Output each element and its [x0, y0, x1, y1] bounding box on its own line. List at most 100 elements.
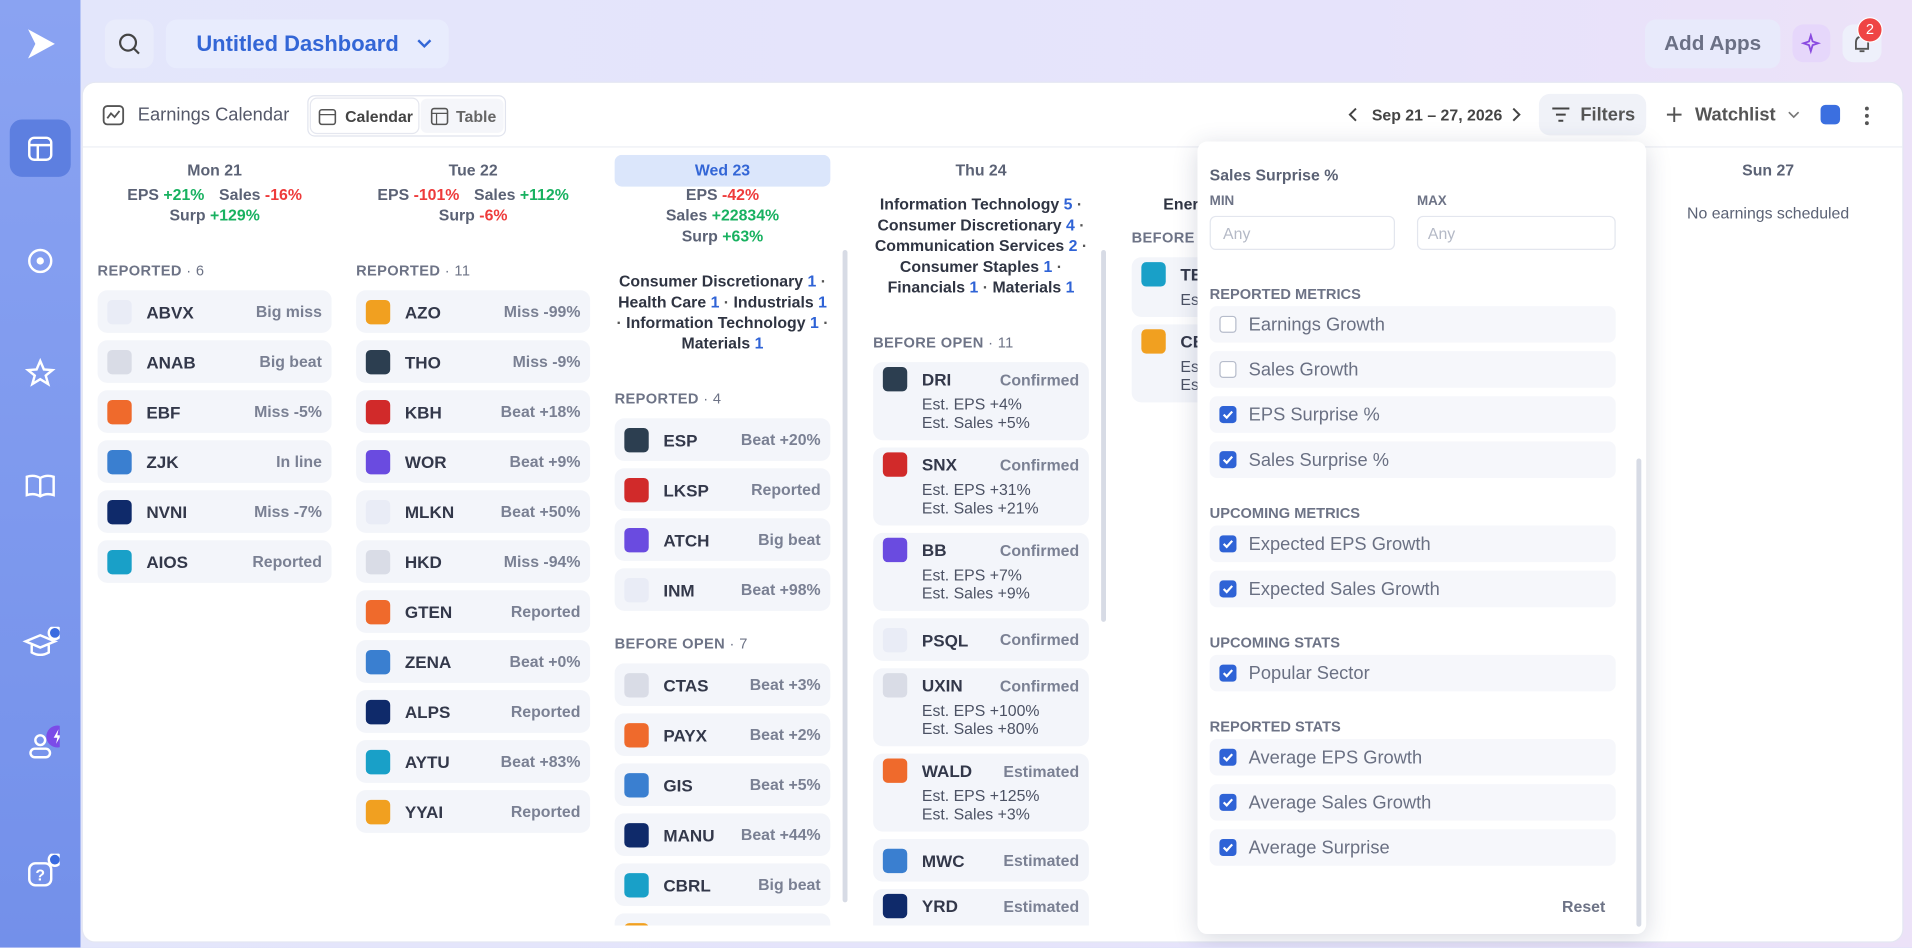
- nav-dashboard[interactable]: [21, 129, 60, 168]
- filter-option[interactable]: Popular Sector: [1209, 654, 1616, 692]
- estimate: Est. EPS +31%: [921, 480, 1031, 499]
- filter-option[interactable]: Average EPS Growth: [1209, 738, 1616, 776]
- earnings-item[interactable]: HKD Miss -94%: [356, 540, 591, 583]
- nav-discover[interactable]: [21, 241, 60, 280]
- checkbox[interactable]: [1219, 793, 1237, 811]
- ticker: MANU: [663, 824, 715, 845]
- earnings-item[interactable]: MANU Beat +44%: [614, 813, 831, 857]
- checkbox[interactable]: [1219, 580, 1237, 598]
- earnings-item[interactable]: ESP Beat +20%: [614, 418, 831, 461]
- earnings-item[interactable]: GIS Beat +5%: [614, 763, 831, 807]
- earnings-item[interactable]: ABVX Big miss: [97, 290, 332, 333]
- earnings-item[interactable]: WALD Estimated Est. EPS +125% Est. Sales +3…: [873, 753, 1089, 832]
- checkbox[interactable]: [1219, 535, 1237, 553]
- filter-option[interactable]: Average Surprise: [1209, 829, 1616, 866]
- item-row: YRD Estimated: [882, 893, 1079, 919]
- color-swatch[interactable]: [1820, 104, 1841, 125]
- sector: Industrials 1: [719, 293, 827, 311]
- filter-option[interactable]: Sales Surprise %: [1209, 441, 1616, 479]
- min-input[interactable]: Any: [1209, 215, 1395, 250]
- status: In line: [276, 452, 322, 471]
- company-logo: [107, 549, 132, 574]
- watchlist-button[interactable]: Watchlist: [1666, 94, 1803, 135]
- earnings-item[interactable]: PAYX Beat +2%: [614, 713, 831, 757]
- earnings-item[interactable]: DRI Confirmed Est. EPS +4% Est. Sales +5%: [873, 362, 1089, 441]
- status: Beat +83%: [500, 752, 581, 771]
- filter-option[interactable]: Sales Growth: [1209, 351, 1616, 388]
- earnings-item[interactable]: ANAB Big beat: [97, 340, 332, 383]
- earnings-item[interactable]: INM Beat +98%: [614, 568, 831, 611]
- earnings-item[interactable]: SNX Confirmed Est. EPS +31% Est. Sales +21%: [873, 447, 1089, 526]
- filter-option[interactable]: EPS Surprise %: [1209, 396, 1616, 433]
- earnings-item[interactable]: GTEN Reported: [356, 590, 591, 633]
- earnings-item[interactable]: YYAI Reported: [356, 790, 591, 833]
- nav-learn[interactable]: [21, 466, 60, 505]
- ai-button[interactable]: [1792, 24, 1831, 63]
- more-menu[interactable]: [1862, 105, 1872, 127]
- ticker: PAYX: [663, 724, 708, 745]
- earnings-item[interactable]: YRD Estimated Est. EPS -34%: [873, 888, 1089, 926]
- filter-option[interactable]: Average Sales Growth: [1209, 784, 1616, 821]
- earnings-item[interactable]: KBH Beat +18%: [356, 390, 591, 433]
- tab-table[interactable]: Table: [420, 98, 504, 133]
- filter-option[interactable]: Expected Sales Growth: [1209, 570, 1616, 608]
- checkbox[interactable]: [1219, 315, 1237, 333]
- earnings-item[interactable]: UXIN Confirmed Est. EPS +100% Est. Sales +8…: [873, 668, 1089, 747]
- earnings-item[interactable]: ALPS Reported: [356, 690, 591, 733]
- earnings-item[interactable]: ZENA Beat +0%: [356, 640, 591, 683]
- earnings-item[interactable]: CBRL Big beat: [614, 863, 831, 907]
- earnings-item[interactable]: EBF Miss -5%: [97, 390, 332, 433]
- reset-button[interactable]: Reset: [1562, 897, 1606, 916]
- chevron: [1788, 111, 1800, 119]
- section-header: BEFORE OPEN11: [873, 334, 1089, 351]
- checkbox[interactable]: [1219, 664, 1237, 682]
- earnings-item[interactable]: ATCH Big beat: [614, 518, 831, 561]
- checkbox[interactable]: [1219, 748, 1237, 766]
- filter-option[interactable]: Earnings Growth: [1209, 306, 1616, 343]
- checkbox[interactable]: [1219, 360, 1237, 379]
- max-input[interactable]: Any: [1416, 215, 1616, 250]
- stat: Sales +112%: [474, 184, 569, 205]
- earnings-item[interactable]: ZJK In line: [97, 440, 332, 483]
- stat-value: -6%: [479, 206, 508, 225]
- earnings-item[interactable]: AZO Miss -99%: [356, 290, 591, 333]
- earnings-item[interactable]: PSQL Confirmed: [873, 618, 1089, 661]
- earnings-item[interactable]: NVNI Miss -7%: [97, 490, 332, 533]
- nav-profile[interactable]: [21, 724, 60, 763]
- company-logo: [624, 772, 649, 797]
- widget-title: Earnings Calendar: [137, 104, 290, 126]
- checkbox[interactable]: [1219, 406, 1237, 424]
- earnings-item[interactable]: LKSP Reported: [614, 468, 831, 511]
- nav-watchlist[interactable]: [21, 354, 60, 393]
- nav-academy[interactable]: [21, 626, 60, 666]
- ticker: KBH: [404, 401, 442, 422]
- earnings-item[interactable]: ZENAEstimated: [614, 913, 831, 926]
- add-apps[interactable]: Add Apps: [1644, 19, 1781, 69]
- sector-name: Materials: [992, 278, 1062, 297]
- filter-option[interactable]: Expected EPS Growth: [1209, 525, 1616, 563]
- prev-week[interactable]: [1347, 107, 1359, 122]
- nav-help[interactable]: ?: [21, 853, 60, 893]
- earnings-item[interactable]: THO Miss -9%: [356, 340, 591, 383]
- earnings-item[interactable]: BB Confirmed Est. EPS +7% Est. Sales +9%: [873, 532, 1089, 611]
- item-row: LKSP Reported: [624, 468, 821, 511]
- earnings-item[interactable]: MLKN Beat +50%: [356, 490, 591, 533]
- sector-count: 1: [818, 292, 827, 311]
- status: Reported: [252, 552, 322, 571]
- checkbox[interactable]: [1219, 451, 1237, 469]
- earnings-item[interactable]: AYTU Beat +83%: [356, 740, 591, 783]
- earnings-item[interactable]: CTAS Beat +3%: [614, 663, 831, 707]
- estimate: Est. Sales +80%: [921, 719, 1039, 738]
- earnings-item[interactable]: MWC Estimated: [873, 838, 1089, 882]
- active-nav[interactable]: [9, 119, 71, 177]
- earnings-item[interactable]: AIOS Reported: [97, 540, 332, 583]
- watchlist-label: Watchlist: [1694, 104, 1776, 125]
- tab-calendar[interactable]: Calendar: [310, 98, 419, 133]
- filters-button[interactable]: Filters: [1538, 93, 1647, 136]
- next-week[interactable]: [1510, 107, 1522, 122]
- earnings-item[interactable]: WOR Beat +9%: [356, 440, 591, 483]
- search-button[interactable]: [104, 19, 154, 69]
- dashboard-selector[interactable]: Untitled Dashboard: [165, 19, 449, 69]
- checkbox[interactable]: [1219, 838, 1237, 857]
